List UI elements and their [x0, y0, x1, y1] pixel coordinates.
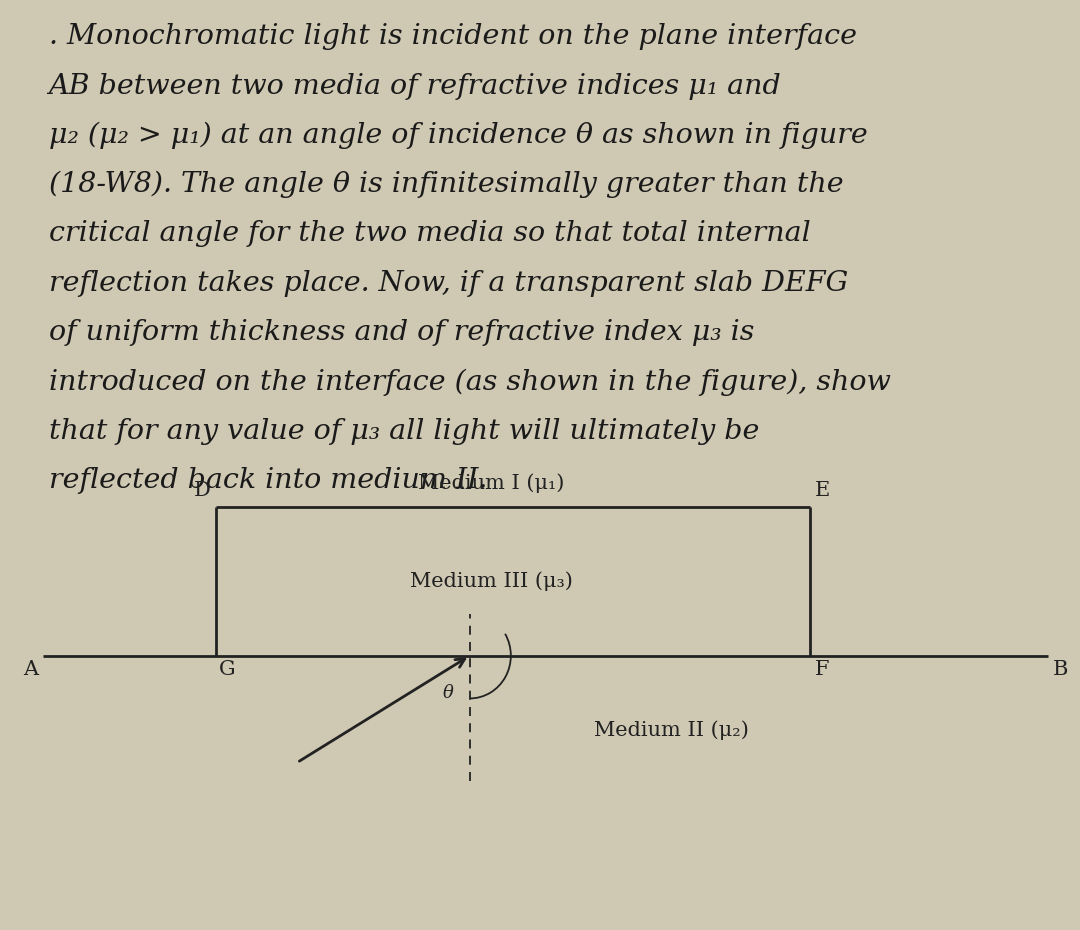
Text: E: E — [814, 481, 831, 500]
Text: AB between two media of refractive indices μ₁ and: AB between two media of refractive indic… — [49, 73, 781, 100]
Text: D: D — [194, 481, 212, 500]
Text: introduced on the interface (as shown in the figure), show: introduced on the interface (as shown in… — [49, 368, 891, 395]
Text: reflected back into medium II.: reflected back into medium II. — [49, 467, 487, 494]
Text: Medium II (μ₂): Medium II (μ₂) — [594, 720, 748, 740]
Text: Medium III (μ₃): Medium III (μ₃) — [410, 571, 572, 591]
Text: F: F — [814, 660, 829, 679]
Text: B: B — [1052, 660, 1068, 679]
Text: θ: θ — [443, 684, 454, 701]
Text: reflection takes place. Now, if a transparent slab DEFG: reflection takes place. Now, if a transp… — [49, 270, 848, 297]
Text: (18-W8). The angle θ is infinitesimally greater than the: (18-W8). The angle θ is infinitesimally … — [49, 171, 843, 198]
Text: . Monochromatic light is incident on the plane interface: . Monochromatic light is incident on the… — [49, 23, 856, 50]
Text: G: G — [219, 660, 235, 679]
Text: Medium I (μ₁): Medium I (μ₁) — [418, 473, 565, 494]
Text: critical angle for the two media so that total internal: critical angle for the two media so that… — [49, 220, 810, 247]
Text: of uniform thickness and of refractive index μ₃ is: of uniform thickness and of refractive i… — [49, 319, 754, 346]
Text: μ₂ (μ₂ > μ₁) at an angle of incidence θ as shown in figure: μ₂ (μ₂ > μ₁) at an angle of incidence θ … — [49, 122, 867, 149]
Text: that for any value of μ₃ all light will ultimately be: that for any value of μ₃ all light will … — [49, 418, 759, 445]
Text: A: A — [23, 660, 39, 679]
